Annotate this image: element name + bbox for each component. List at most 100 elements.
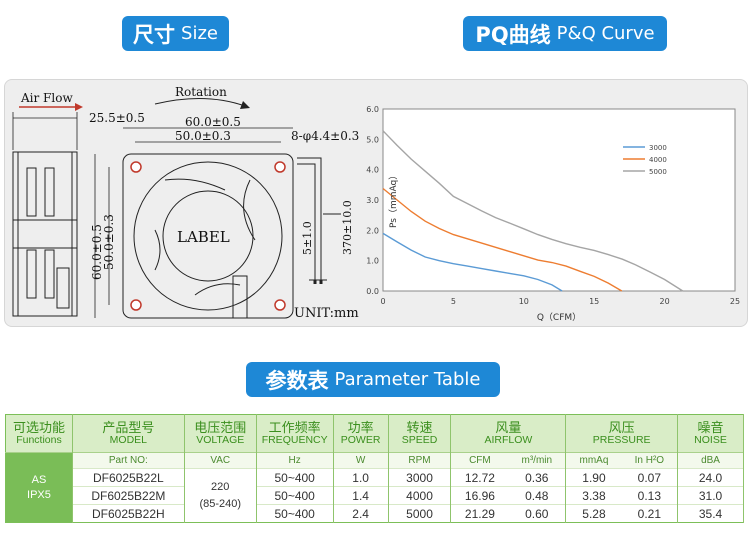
col-functions: 可选功能 Functions — [5, 414, 73, 453]
model-cell: DF6025B22H — [72, 504, 185, 523]
chart-series-line-4000 — [382, 187, 623, 292]
pq-title-zh: PQ曲线 — [475, 22, 551, 47]
size-title-zh: 尺寸 — [133, 22, 176, 47]
col-frequency: 工作频率 FREQUENCY — [256, 414, 334, 453]
pq-section-title: PQ曲线 P&Q Curve — [463, 16, 667, 51]
pressure-cell: 5.28 0.21 — [565, 504, 679, 523]
chart-legend-label: 5000 — [649, 168, 667, 176]
col-speed: 转速 SPEED — [388, 414, 452, 453]
dimension-drawing: Air Flow 25.5±0.5 Rotation 60.0±0.5 50.0… — [12, 85, 359, 321]
unit-airflow: CFM m³/min — [450, 452, 567, 469]
pq-curve-chart: 0 5 10 15 20 25 0.0 1.0 2.0 3.0 4.0 5.0 6.0 3000 4000… — [366, 105, 740, 323]
unit-noise: dBA — [677, 452, 744, 469]
speed-cell: 3000 — [388, 468, 452, 487]
chart-y-tick-label: 6.0 — [366, 105, 379, 114]
table-header-row: 可选功能 Functions 产品型号 MODEL 电压范围 VOLTAGE 工作频率… — [5, 414, 744, 453]
depth-dimension: 25.5±0.5 — [89, 111, 145, 125]
lead-strip-dimension: 5±1.0 — [301, 221, 314, 255]
unit-speed: RPM — [388, 452, 452, 469]
mounting-holes-spec: 8-φ4.4±0.3 — [291, 129, 359, 143]
table-row: DF6025B22L 220 (85-240) 50~400 1.0 3000 1… — [6, 468, 744, 523]
hole-width-dimension: 50.0±0.3 — [175, 129, 231, 143]
fan-front-view — [122, 153, 294, 319]
col-voltage: 电压范围 VOLTAGE — [184, 414, 257, 453]
power-cell: 2.4 — [333, 504, 389, 523]
chart-x-tick-label: 25 — [730, 297, 740, 306]
param-title-en: Parameter Table — [334, 369, 481, 390]
chart-y-axis-label: Ps（mmAq） — [388, 171, 399, 228]
mount-hole-top-left — [130, 161, 142, 173]
chart-y-tick-label: 5.0 — [366, 135, 379, 144]
model-cell: DF6025B22M — [72, 486, 185, 505]
chart-series-line-3000 — [382, 232, 563, 292]
rotation-arrow — [154, 98, 246, 107]
unit-frequency: Hz — [256, 452, 334, 469]
unit-label: UNIT:mm — [294, 306, 359, 321]
airflow-cell: 16.96 0.48 — [450, 486, 567, 505]
model-cell: DF6025B22L — [72, 468, 185, 487]
speed-cell: 5000 — [388, 504, 452, 523]
label-text: LABEL — [177, 228, 230, 246]
parameter-table: 可选功能 Functions 产品型号 MODEL 电压范围 VOLTAGE 工作频率… — [5, 414, 744, 523]
airflow-cell: 21.29 0.60 — [450, 504, 567, 523]
col-airflow: 风量 AIRFLOW — [450, 414, 567, 453]
col-noise: 噪音 NOISE — [677, 414, 744, 453]
table-row: DF6025B22M 50~400 1.4 4000 16.96 0.48 3.3… — [6, 486, 744, 505]
mount-hole-bottom-left — [130, 299, 142, 311]
col-power: 功率 POWER — [333, 414, 389, 453]
outer-height-dimension: 60.0±0.5 — [90, 224, 104, 280]
chart-y-tick-label: 1.0 — [366, 257, 379, 266]
mount-hole-top-right — [274, 161, 286, 173]
chart-x-axis-label: Q（CFM） — [537, 312, 581, 323]
pq-title-en: P&Q Curve — [556, 23, 655, 44]
speed-cell: 4000 — [388, 486, 452, 505]
pressure-cell: 3.38 0.13 — [565, 486, 679, 505]
noise-cell: 24.0 — [677, 468, 744, 487]
hole-height-dimension: 50.0±0.3 — [102, 214, 116, 270]
power-cell: 1.0 — [333, 468, 389, 487]
chart-x-tick-label: 10 — [519, 297, 529, 306]
chart-legend-label: 4000 — [649, 156, 667, 164]
noise-cell: 31.0 — [677, 486, 744, 505]
size-section-title: 尺寸 Size — [122, 16, 229, 51]
pressure-cell: 1.90 0.07 — [565, 468, 679, 487]
dimension-and-curve-panel: Air Flow 25.5±0.5 Rotation 60.0±0.5 50.0… — [4, 79, 748, 327]
parameter-section-title: 参数表 Parameter Table — [246, 362, 500, 397]
chart-x-tick-label: 20 — [660, 297, 670, 306]
col-model: 产品型号 MODEL — [72, 414, 185, 453]
chart-y-tick-label: 3.0 — [366, 196, 379, 205]
airflow-cell: 12.72 0.36 — [450, 468, 567, 487]
lead-length-dimension: 370±10.0 — [341, 200, 354, 255]
chart-y-tick-label: 2.0 — [366, 226, 379, 235]
power-cell: 1.4 — [333, 486, 389, 505]
frequency-cell: 50~400 — [256, 486, 334, 505]
table-row: DF6025B22H 50~400 2.4 5000 21.29 0.60 5.2… — [6, 504, 744, 523]
lead-wire — [297, 157, 341, 281]
noise-cell: 35.4 — [677, 504, 744, 523]
chart-x-tick-label: 15 — [589, 297, 599, 306]
chart-legend-label: 3000 — [649, 144, 667, 152]
rotation-label: Rotation — [175, 85, 227, 99]
size-title-en: Size — [181, 23, 218, 44]
outer-width-dimension: 60.0±0.5 — [185, 115, 241, 129]
chart-x-tick-label: 5 — [451, 297, 456, 306]
frequency-cell: 50~400 — [256, 504, 334, 523]
frequency-cell: 50~400 — [256, 468, 334, 487]
air-flow-label: Air Flow — [20, 91, 73, 105]
air-flow-arrowhead — [75, 103, 83, 111]
chart-series-line-5000 — [382, 130, 684, 292]
param-title-zh: 参数表 — [265, 368, 329, 393]
table-units-row: AS IPX5 Part NO: VAC Hz W RPM CFM m³/min m… — [5, 452, 744, 523]
functions-cell: AS IPX5 — [5, 452, 73, 523]
chart-x-tick-label: 0 — [380, 297, 385, 306]
mount-hole-bottom-right — [274, 299, 286, 311]
unit-power: W — [333, 452, 389, 469]
unit-voltage: VAC — [184, 452, 257, 469]
col-pressure: 风压 PRESSURE — [565, 414, 679, 453]
chart-y-tick-label: 0.0 — [366, 287, 379, 296]
fan-side-view — [12, 151, 78, 317]
unit-model: Part NO: — [72, 452, 185, 469]
unit-pressure: mmAq In H²O — [565, 452, 679, 469]
voltage-cell: 220 (85-240) — [184, 468, 257, 523]
chart-y-tick-label: 4.0 — [366, 166, 379, 175]
